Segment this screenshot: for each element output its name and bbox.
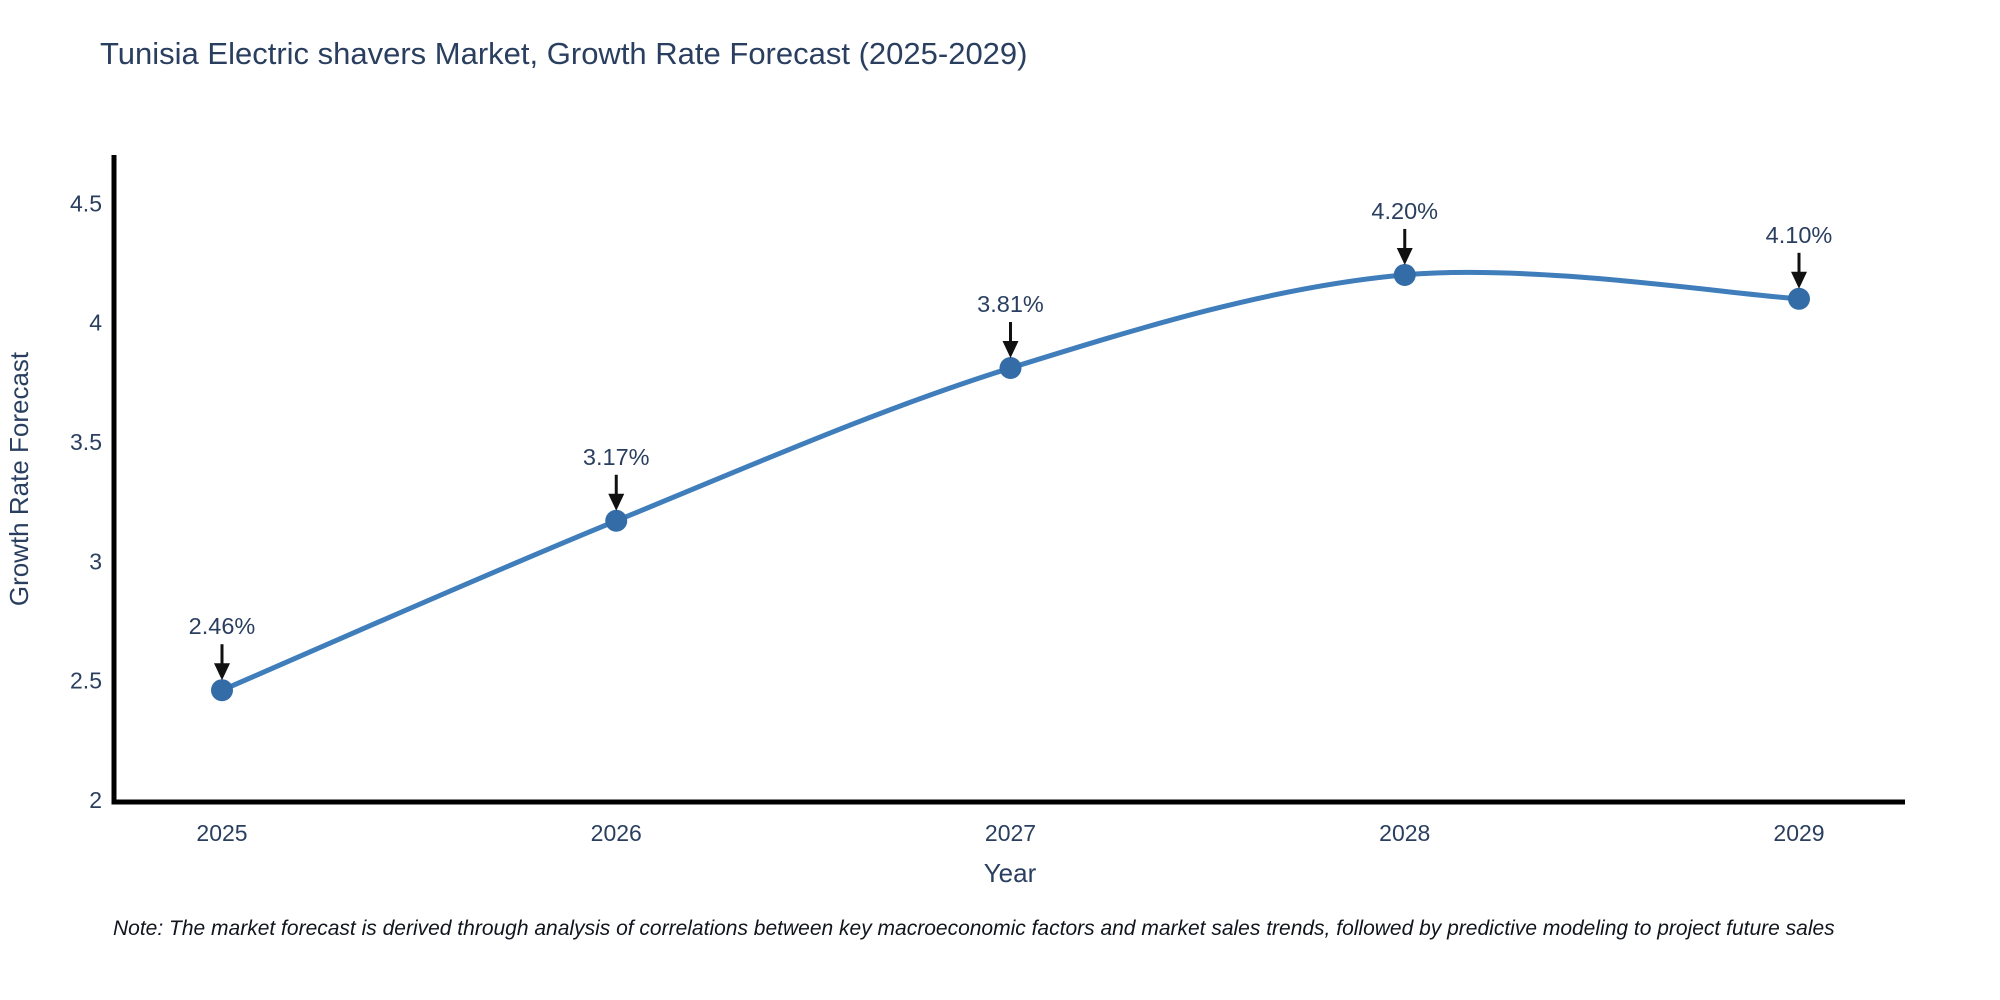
x-tick-label: 2026 <box>591 820 642 846</box>
annotation-arrowhead-icon <box>1002 341 1019 359</box>
annotation-label: 3.81% <box>977 291 1044 317</box>
x-tick-label: 2029 <box>1773 820 1824 846</box>
annotation-label: 2.46% <box>189 613 256 639</box>
annotation-label: 3.17% <box>583 444 650 470</box>
x-axis-title: Year <box>984 858 1037 888</box>
y-tick-label: 3 <box>89 548 102 574</box>
data-point-2028 <box>1393 263 1416 286</box>
annotation-label: 4.20% <box>1371 198 1438 224</box>
footnote-text: Note: The market forecast is derived thr… <box>113 917 1835 940</box>
annotation-arrowhead-icon <box>608 493 625 511</box>
y-tick-label: 3.5 <box>70 429 102 455</box>
data-point-2027 <box>999 357 1022 380</box>
footnote: Note: The market forecast is derived thr… <box>113 917 2000 941</box>
y-tick-label: 4 <box>89 310 102 336</box>
chart-title: Tunisia Electric shavers Market, Growth … <box>100 36 1028 71</box>
data-point-2026 <box>605 509 628 532</box>
y-axis-title: Growth Rate Forecast <box>4 351 34 606</box>
annotation-arrowhead-icon <box>1396 247 1413 265</box>
y-tick-label: 4.5 <box>70 190 102 216</box>
x-tick-label: 2025 <box>196 820 247 846</box>
y-tick-label: 2 <box>89 787 102 813</box>
x-tick-label: 2028 <box>1379 820 1430 846</box>
x-tick-label: 2027 <box>985 820 1036 846</box>
annotation-arrowhead-icon <box>214 663 230 681</box>
data-point-2029 <box>1788 287 1810 310</box>
data-point-2025 <box>211 679 233 702</box>
annotation-arrowhead-icon <box>1791 271 1807 289</box>
y-tick-label: 2.5 <box>70 668 102 694</box>
annotation-label: 4.10% <box>1766 222 1833 248</box>
plot-area <box>116 158 1905 800</box>
